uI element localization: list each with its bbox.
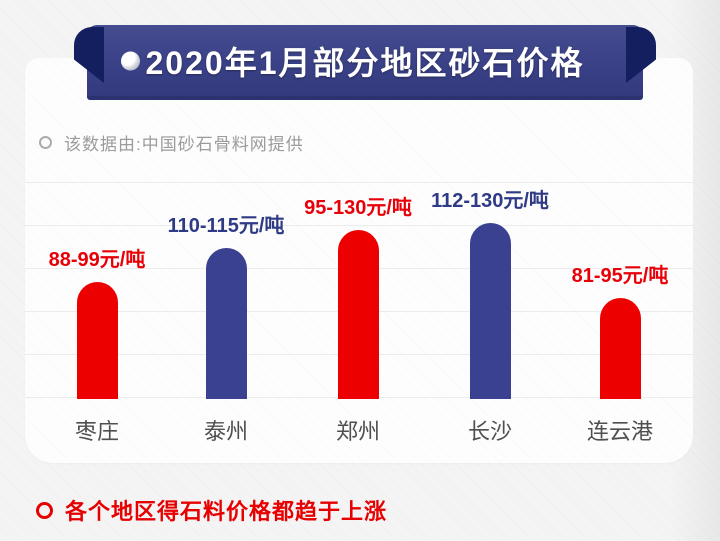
category-label: 泰州 — [203, 419, 248, 444]
price-range-label: 110-115元/吨 — [167, 215, 285, 237]
data-source-note: 该数据由:中国砂石骨料网提供 — [39, 130, 304, 155]
category-label: 枣庄 — [74, 419, 119, 444]
bar-column: 81-95元/吨 — [550, 259, 690, 399]
price-bar — [599, 298, 641, 399]
price-bar — [469, 223, 511, 399]
circle-bullet-icon — [36, 501, 53, 519]
bar-column: 88-99元/吨 — [27, 243, 167, 399]
page-title: 2020年1月部分地区砂石价格 — [145, 44, 585, 81]
chart-plot: 88-99元/吨 枣庄 110-115元/吨 泰州 95-130元/吨 郑州 112-130… — [25, 58, 693, 463]
price-bar — [337, 230, 379, 399]
data-source-text: 该数据由:中国砂石骨料网提供 — [64, 135, 304, 154]
footer-note: 各个地区得石料价格都趋于上涨 — [36, 494, 387, 526]
gridline — [25, 182, 693, 183]
price-range-label: 112-130元/吨 — [431, 190, 549, 212]
bar-column: 110-115元/吨 — [156, 209, 296, 399]
price-range-label: 88-99元/吨 — [48, 249, 146, 271]
footer-text: 各个地区得石料价格都趋于上涨 — [65, 499, 388, 524]
gridline — [25, 225, 693, 226]
price-range-label: 95-130元/吨 — [304, 197, 412, 219]
bar-column: 112-130元/吨 — [420, 184, 560, 399]
category-label: 长沙 — [467, 419, 512, 444]
category-label: 郑州 — [335, 419, 380, 444]
category-label: 连云港 — [586, 419, 653, 444]
chart-card: 该数据由:中国砂石骨料网提供 88-99元/吨 枣庄 110-115元/吨 泰州 95-… — [25, 58, 693, 463]
bar-column: 95-130元/吨 — [288, 191, 428, 399]
circle-bullet-icon — [39, 136, 52, 149]
price-bar — [76, 282, 118, 399]
price-bar — [205, 248, 247, 399]
header-ribbon: 2020年1月部分地区砂石价格 — [87, 25, 643, 100]
sphere-bullet-icon — [121, 51, 140, 70]
price-range-label: 81-95元/吨 — [571, 265, 669, 287]
